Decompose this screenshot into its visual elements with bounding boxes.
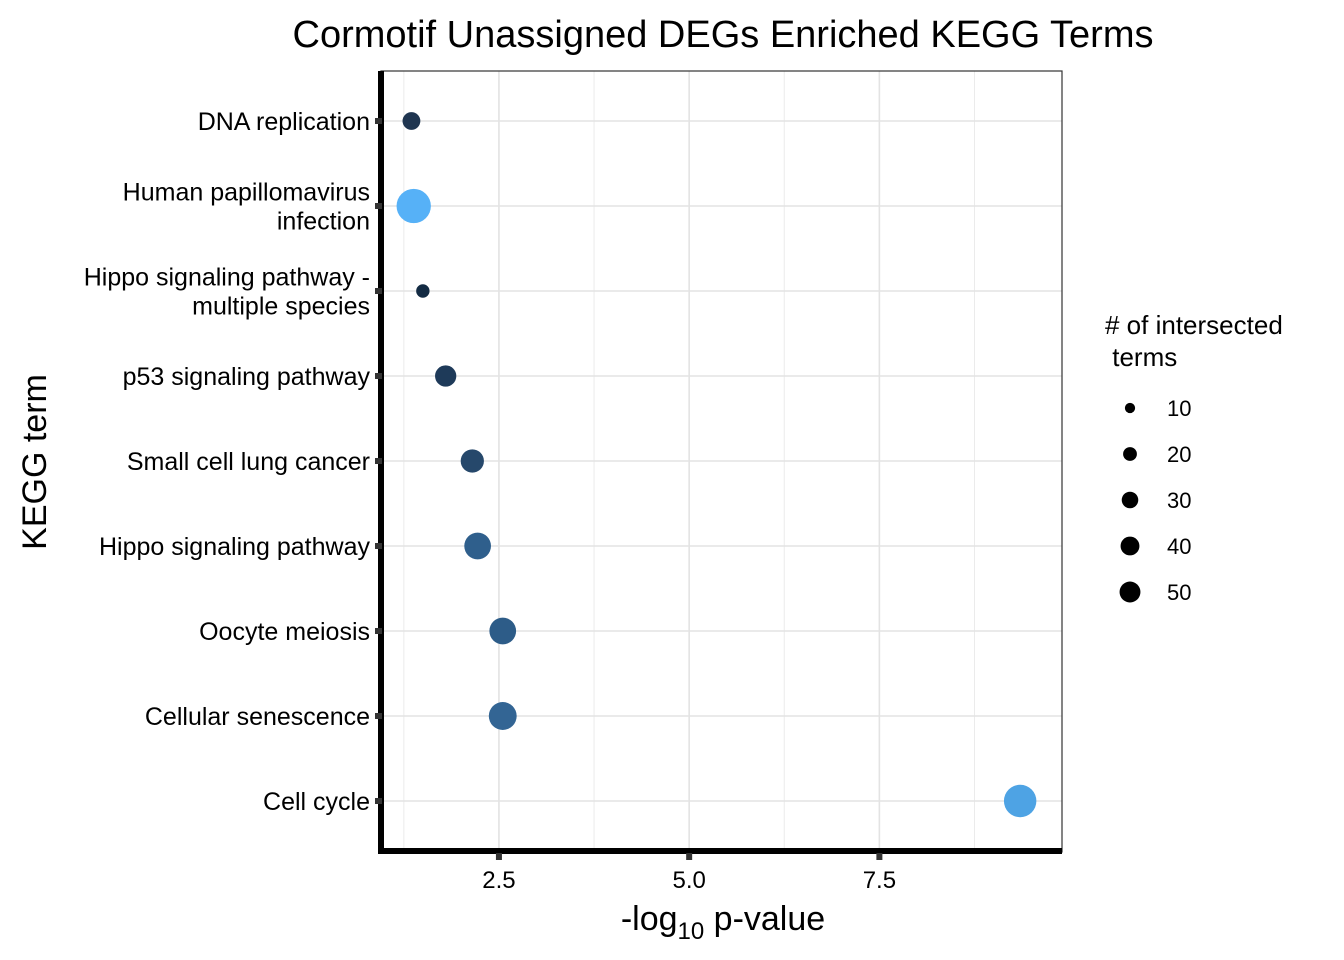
y-tick-label: Human papillomavirus infection bbox=[123, 179, 370, 236]
x-tick-labels: 2.5 5.0 7.5 bbox=[482, 853, 896, 894]
x-axis-title-prefix: -log bbox=[621, 900, 678, 938]
legend-key-circle bbox=[1120, 536, 1140, 556]
legend-key-circle bbox=[1124, 402, 1136, 414]
data-point bbox=[1003, 784, 1037, 818]
y-tick-label: Oocyte meiosis bbox=[199, 618, 370, 646]
x-tick-mark bbox=[686, 853, 693, 860]
y-tick-label: Hippo signaling pathway -multiple specie… bbox=[84, 264, 370, 321]
data-point bbox=[488, 702, 517, 730]
data-point bbox=[489, 617, 517, 645]
legend-key-circle bbox=[1119, 581, 1141, 603]
y-tick-label: Hippo signaling pathway bbox=[99, 533, 371, 561]
x-axis-title: -log10 p-value bbox=[621, 900, 825, 945]
y-tick-mark bbox=[375, 458, 382, 464]
y-tick-label: Cell cycle bbox=[263, 788, 370, 816]
y-tick-mark bbox=[375, 118, 382, 124]
chart-title: Cormotif Unassigned DEGs Enriched KEGG T… bbox=[293, 14, 1154, 56]
y-tick-labels: DNA replication Human papillomavirus infec… bbox=[84, 108, 382, 816]
legend-key-circle bbox=[1123, 447, 1137, 461]
legend-title-line-2: terms bbox=[1105, 342, 1177, 372]
y-tick-mark bbox=[375, 628, 382, 634]
y-tick-label: Small cell lung cancer bbox=[127, 448, 370, 476]
legend-key-circle bbox=[1121, 491, 1139, 509]
x-axis-title-suffix: p-value bbox=[704, 900, 825, 938]
data-point bbox=[460, 449, 484, 473]
x-tick-mark bbox=[495, 853, 502, 860]
y-tick-mark bbox=[375, 543, 382, 549]
data-point bbox=[416, 284, 430, 298]
data-points bbox=[396, 112, 1037, 818]
data-point bbox=[464, 532, 491, 560]
y-tick-label: DNA replication bbox=[198, 108, 370, 136]
x-tick-label: 2.5 bbox=[482, 867, 515, 894]
size-legend: # of intersected terms 10 20 30 40 50 bbox=[1105, 310, 1283, 605]
legend-key-label: 20 bbox=[1167, 442, 1191, 467]
y-tick-label: p53 signaling pathway bbox=[123, 363, 371, 391]
x-tick-label: 7.5 bbox=[863, 867, 896, 894]
x-axis-title-subscript: 10 bbox=[678, 918, 705, 945]
legend-key-label: 40 bbox=[1167, 534, 1191, 559]
legend-title-line-1: # of intersected bbox=[1105, 310, 1283, 340]
y-tick-mark bbox=[375, 713, 382, 719]
legend-key-label: 30 bbox=[1167, 488, 1191, 513]
y-tick-mark bbox=[375, 373, 382, 379]
y-tick-label: Cellular senescence bbox=[145, 703, 370, 731]
grid-lines bbox=[381, 71, 1062, 852]
y-tick-mark bbox=[375, 203, 382, 209]
legend-entries: 10 20 30 40 50 bbox=[1119, 396, 1191, 605]
legend-key-label: 50 bbox=[1167, 580, 1191, 605]
data-point bbox=[435, 365, 457, 387]
data-point bbox=[402, 112, 421, 130]
data-point bbox=[396, 188, 431, 224]
y-tick-mark bbox=[375, 798, 382, 804]
x-tick-mark bbox=[876, 853, 883, 860]
legend-key-label: 10 bbox=[1167, 396, 1191, 421]
x-tick-label: 5.0 bbox=[672, 867, 705, 894]
y-tick-mark bbox=[375, 288, 382, 294]
legend-title: # of intersected terms bbox=[1105, 310, 1283, 372]
y-axis-title: KEGG term bbox=[16, 374, 54, 550]
